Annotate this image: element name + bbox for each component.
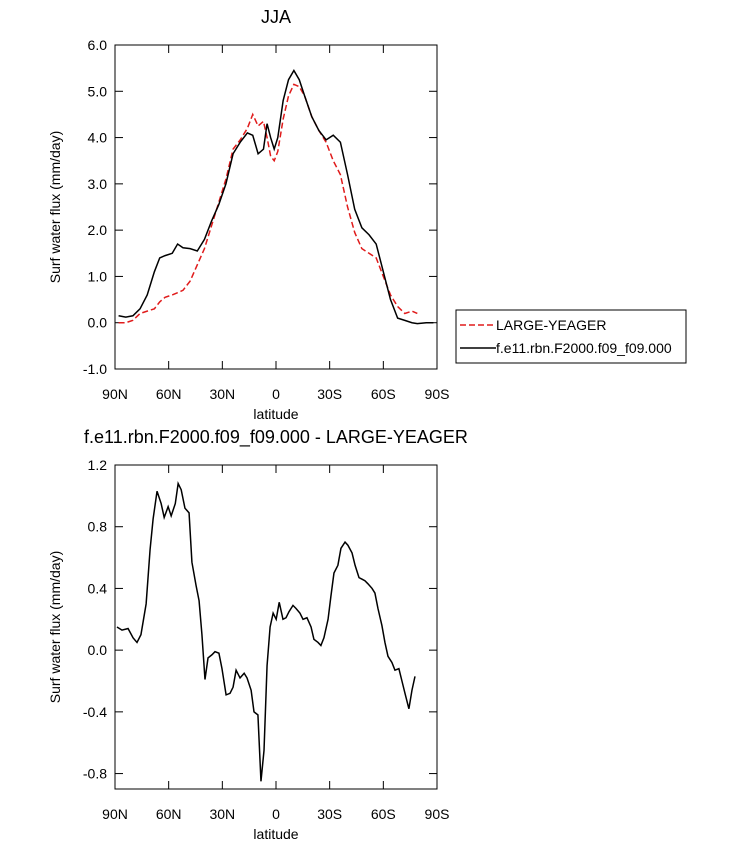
y-tick-label: 0.0 bbox=[88, 315, 108, 331]
x-tick-label: 0 bbox=[272, 386, 280, 402]
y-tick-label: 0.8 bbox=[88, 519, 108, 535]
x-axis-label: latitude bbox=[253, 406, 298, 422]
y-tick-label: 3.0 bbox=[88, 176, 108, 192]
x-tick-label: 90N bbox=[102, 386, 128, 402]
chart-title: f.e11.rbn.F2000.f09_f09.000 - LARGE-YEAG… bbox=[84, 427, 468, 448]
y-tick-label: 0.0 bbox=[88, 642, 108, 658]
x-tick-label: 0 bbox=[272, 806, 280, 822]
y-axis-label: Surf water flux (mm/day) bbox=[47, 131, 63, 283]
data-line bbox=[118, 83, 418, 324]
chart-title: JJA bbox=[261, 7, 291, 27]
legend-box bbox=[455, 309, 687, 364]
plot-frame bbox=[114, 44, 438, 370]
x-tick-label: 60N bbox=[156, 386, 182, 402]
x-tick-label: 30N bbox=[209, 386, 235, 402]
y-tick-label: 4.0 bbox=[88, 130, 108, 146]
x-tick-label: 30S bbox=[317, 806, 342, 822]
x-tick-label: 90S bbox=[425, 386, 450, 402]
x-tick-label: 30S bbox=[317, 386, 342, 402]
data-line bbox=[116, 480, 416, 782]
data-line bbox=[118, 68, 434, 325]
x-tick-label: 30N bbox=[209, 806, 235, 822]
x-tick-label: 90S bbox=[425, 806, 450, 822]
y-tick-label: -0.4 bbox=[83, 704, 107, 720]
y-tick-label: -0.8 bbox=[83, 766, 107, 782]
y-tick-label: -1.0 bbox=[83, 361, 107, 377]
x-tick-label: 60N bbox=[156, 806, 182, 822]
y-axis-label: Surf water flux (mm/day) bbox=[47, 551, 63, 703]
x-tick-label: 60S bbox=[371, 806, 396, 822]
y-tick-label: 2.0 bbox=[88, 222, 108, 238]
plot-frame bbox=[114, 464, 438, 790]
x-axis-label: latitude bbox=[253, 826, 298, 842]
x-tick-label: 60S bbox=[371, 386, 396, 402]
legend-label: f.e11.rbn.F2000.f09_f09.000 bbox=[496, 340, 672, 356]
y-tick-label: 6.0 bbox=[88, 37, 108, 53]
y-tick-label: 5.0 bbox=[88, 83, 108, 99]
y-tick-label: 0.4 bbox=[88, 580, 108, 596]
x-tick-label: 90N bbox=[102, 806, 128, 822]
y-tick-label: 1.0 bbox=[88, 268, 108, 284]
y-tick-label: 1.2 bbox=[88, 457, 108, 473]
legend-label: LARGE-YEAGER bbox=[496, 317, 606, 333]
